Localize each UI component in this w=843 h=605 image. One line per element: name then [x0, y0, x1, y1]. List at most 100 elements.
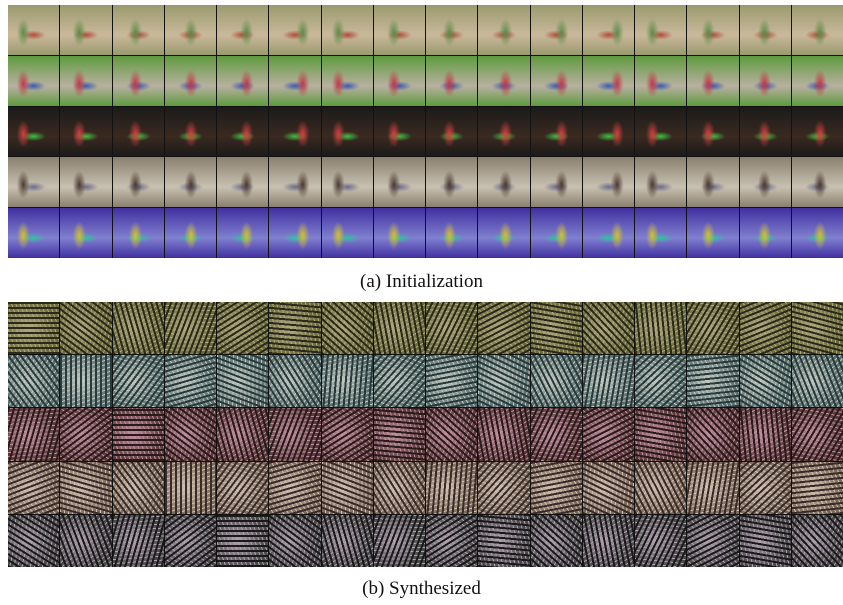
frame-thumbnail — [165, 355, 216, 407]
frame-thumbnail — [113, 56, 164, 106]
frame-thumbnail — [113, 408, 164, 460]
frame-thumbnail — [531, 56, 582, 106]
frame-thumbnail — [531, 515, 582, 567]
frame-thumbnail — [635, 56, 686, 106]
frame-thumbnail — [478, 208, 529, 258]
frame-thumbnail — [374, 462, 425, 514]
frame-thumbnail — [740, 56, 791, 106]
frame-thumbnail — [217, 157, 268, 207]
frame-thumbnail — [583, 56, 634, 106]
frame-thumbnail — [165, 157, 216, 207]
frame-thumbnail — [113, 208, 164, 258]
frame-thumbnail — [8, 355, 59, 407]
frame-thumbnail — [531, 408, 582, 460]
frame-thumbnail — [113, 107, 164, 157]
frame-thumbnail — [687, 208, 738, 258]
frame-thumbnail — [374, 56, 425, 106]
frame-thumbnail — [792, 107, 843, 157]
frame-thumbnail — [113, 157, 164, 207]
figure-page: (a) Initialization (b) Synthesized (() =… — [0, 0, 843, 605]
frame-thumbnail — [426, 5, 477, 55]
frame-thumbnail — [113, 462, 164, 514]
frame-thumbnail — [217, 462, 268, 514]
frame-thumbnail — [478, 462, 529, 514]
frame-thumbnail — [269, 157, 320, 207]
frame-thumbnail — [269, 107, 320, 157]
frame-thumbnail — [113, 5, 164, 55]
panel-caption: (b) Synthesized — [0, 578, 843, 600]
frame-thumbnail — [426, 408, 477, 460]
frame-thumbnail — [217, 208, 268, 258]
frame-thumbnail — [217, 408, 268, 460]
frame-thumbnail — [478, 408, 529, 460]
frame-thumbnail — [792, 408, 843, 460]
frame-thumbnail — [8, 408, 59, 460]
frame-thumbnail — [583, 5, 634, 55]
frame-thumbnail — [583, 208, 634, 258]
frame-thumbnail — [374, 515, 425, 567]
frame-thumbnail — [792, 208, 843, 258]
frame-thumbnail — [322, 515, 373, 567]
frame-thumbnail — [60, 462, 111, 514]
frame-thumbnail — [8, 157, 59, 207]
frame-thumbnail — [60, 515, 111, 567]
frame-thumbnail — [531, 5, 582, 55]
frame-thumbnail — [426, 208, 477, 258]
frame-thumbnail — [426, 302, 477, 354]
frame-thumbnail — [635, 5, 686, 55]
frame-thumbnail — [60, 208, 111, 258]
frame-thumbnail — [217, 107, 268, 157]
frame-thumbnail — [531, 462, 582, 514]
frame-thumbnail — [635, 408, 686, 460]
frame-thumbnail — [426, 56, 477, 106]
frame-thumbnail — [374, 408, 425, 460]
frame-thumbnail — [687, 157, 738, 207]
frame-thumbnail — [322, 5, 373, 55]
frame-thumbnail — [740, 157, 791, 207]
frame-thumbnail — [478, 355, 529, 407]
frame-thumbnail — [269, 515, 320, 567]
frame-thumbnail — [583, 355, 634, 407]
frame-thumbnail — [740, 5, 791, 55]
frame-thumbnail — [60, 56, 111, 106]
frame-thumbnail — [426, 355, 477, 407]
frame-thumbnail — [269, 462, 320, 514]
frame-thumbnail — [60, 5, 111, 55]
frame-thumbnail — [8, 107, 59, 157]
frame-thumbnail — [426, 462, 477, 514]
frame-thumbnail — [740, 355, 791, 407]
frame-thumbnail — [60, 302, 111, 354]
frame-thumbnail — [687, 355, 738, 407]
frame-thumbnail — [322, 208, 373, 258]
frame-thumbnail — [478, 515, 529, 567]
frame-thumbnail — [269, 5, 320, 55]
frame-thumbnail — [8, 208, 59, 258]
frame-thumbnail — [635, 107, 686, 157]
frame-thumbnail — [478, 56, 529, 106]
frame-thumbnail — [583, 515, 634, 567]
frame-thumbnail — [531, 208, 582, 258]
frame-thumbnail — [687, 5, 738, 55]
synthesized-grid — [8, 302, 843, 567]
frame-thumbnail — [113, 302, 164, 354]
frame-thumbnail — [374, 355, 425, 407]
frame-thumbnail — [217, 515, 268, 567]
frame-thumbnail — [426, 515, 477, 567]
frame-thumbnail — [478, 302, 529, 354]
frame-thumbnail — [374, 5, 425, 55]
frame-thumbnail — [8, 302, 59, 354]
frame-thumbnail — [217, 5, 268, 55]
frame-thumbnail — [740, 515, 791, 567]
frame-thumbnail — [269, 355, 320, 407]
frame-thumbnail — [426, 107, 477, 157]
frame-thumbnail — [322, 462, 373, 514]
frame-thumbnail — [269, 56, 320, 106]
frame-thumbnail — [165, 107, 216, 157]
frame-thumbnail — [374, 208, 425, 258]
frame-thumbnail — [531, 107, 582, 157]
frame-thumbnail — [165, 302, 216, 354]
frame-thumbnail — [269, 408, 320, 460]
frame-thumbnail — [165, 408, 216, 460]
frame-thumbnail — [374, 157, 425, 207]
frame-thumbnail — [740, 208, 791, 258]
